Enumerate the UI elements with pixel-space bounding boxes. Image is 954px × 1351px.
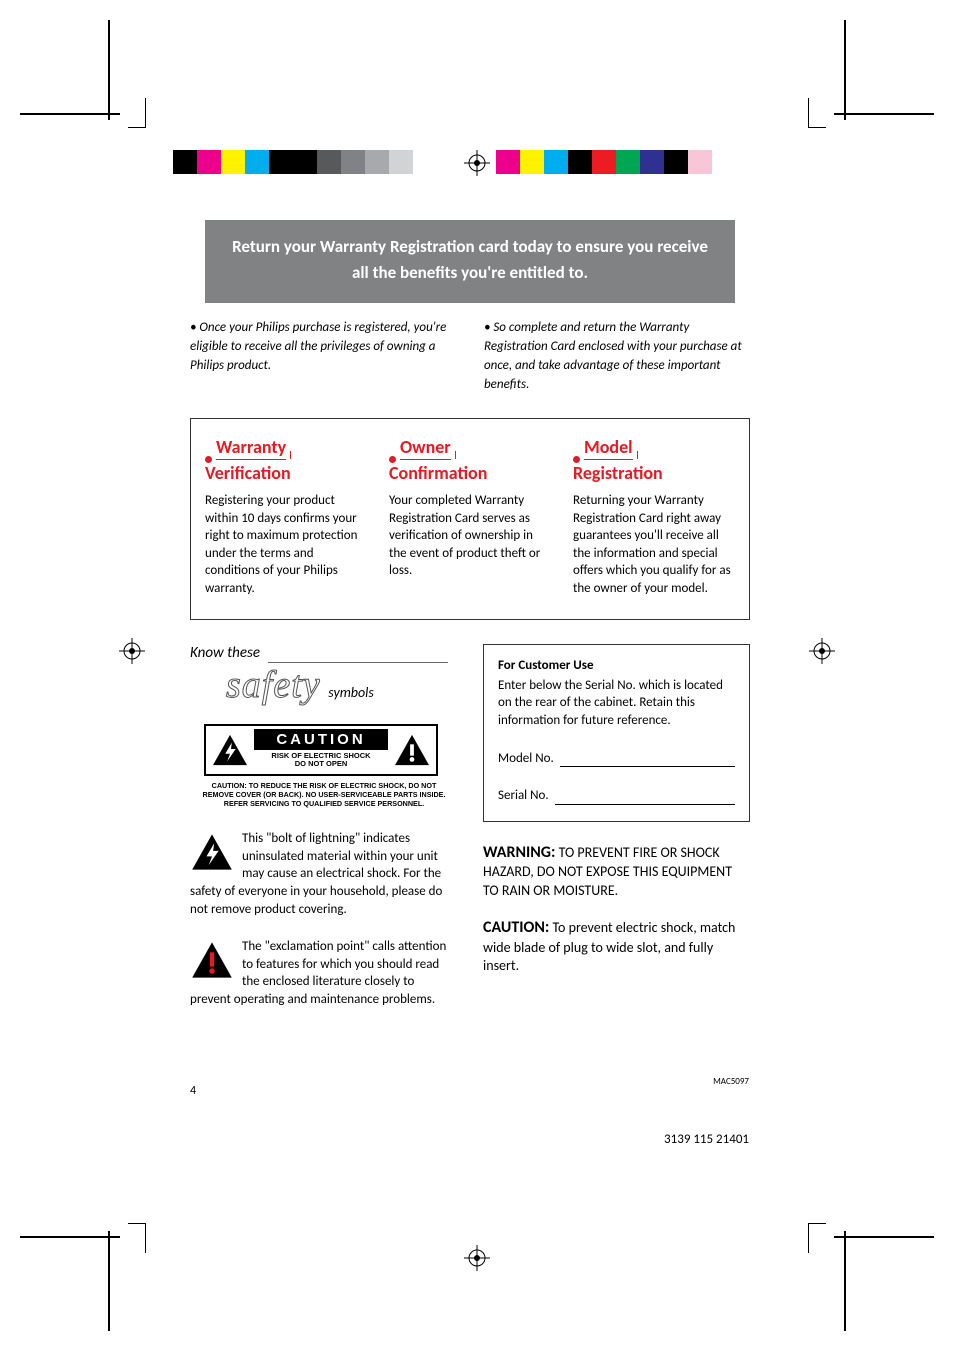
crop-mark-inner xyxy=(808,1223,826,1253)
color-swatch xyxy=(221,150,245,174)
color-swatch xyxy=(568,150,592,174)
benefit-owner: Owner Confirmation Your completed Warran… xyxy=(389,437,551,597)
registration-mark-icon xyxy=(119,638,145,664)
crop-mark-inner xyxy=(128,98,146,128)
crop-mark-inner xyxy=(808,98,826,128)
crop-mark xyxy=(844,1231,846,1331)
bolt-paragraph: This "bolt of lightning" indicates unins… xyxy=(190,830,457,918)
customer-body: Enter below the Serial No. which is loca… xyxy=(498,677,735,730)
caution-subtitle: RISK OF ELECTRIC SHOCKDO NOT OPEN xyxy=(254,750,388,772)
banner: Return your Warranty Registration card t… xyxy=(205,220,735,303)
color-swatch xyxy=(341,150,365,174)
caution-title: CAUTION xyxy=(254,729,388,750)
customer-column: For Customer Use Enter below the Serial … xyxy=(483,644,750,1008)
lower-section: Know these safety symbols CAUTION RISK O… xyxy=(190,644,750,1008)
benefit-body: Registering your product within 10 days … xyxy=(205,492,367,597)
color-swatch xyxy=(365,150,389,174)
crop-mark xyxy=(834,1236,934,1238)
benefit-model: Model Registration Returning your Warran… xyxy=(573,437,735,597)
page-content: Return your Warranty Registration card t… xyxy=(190,220,750,1008)
color-swatch xyxy=(544,150,568,174)
color-swatch xyxy=(616,150,640,174)
crop-mark xyxy=(844,20,846,120)
color-swatch xyxy=(664,150,688,174)
lightning-triangle-icon xyxy=(206,726,254,774)
color-swatch xyxy=(197,150,221,174)
exclamation-triangle-icon xyxy=(190,940,234,980)
intro-row: • Once your Philips purchase is register… xyxy=(190,319,750,394)
crop-mark xyxy=(20,113,120,115)
benefit-body: Your completed Warranty Registration Car… xyxy=(389,492,551,580)
caution-footer: CAUTION: TO REDUCE THE RISK OF ELECTRIC … xyxy=(198,776,450,810)
color-bar-right xyxy=(496,150,736,174)
crop-mark xyxy=(20,1236,120,1238)
benefit-heading: Model Registration xyxy=(573,437,735,484)
safety-column: Know these safety symbols CAUTION RISK O… xyxy=(190,644,457,1008)
color-swatch xyxy=(640,150,664,174)
lightning-triangle-icon xyxy=(190,832,234,872)
customer-use-box: For Customer Use Enter below the Serial … xyxy=(483,644,750,821)
model-no-field[interactable]: Model No. xyxy=(498,750,735,768)
color-swatch xyxy=(413,150,437,174)
warning-block: WARNING: TO PREVENT FIRE OR SHOCK HAZARD… xyxy=(483,842,750,901)
color-swatch xyxy=(712,150,736,174)
exclamation-triangle-icon xyxy=(388,726,436,774)
benefit-heading: Owner Confirmation xyxy=(389,437,551,484)
crop-mark xyxy=(834,113,934,115)
color-swatch xyxy=(592,150,616,174)
crop-mark-inner xyxy=(128,1223,146,1253)
mac-code: MAC5097 xyxy=(713,1076,749,1087)
color-swatch xyxy=(688,150,712,174)
caution-text-block: CAUTION: To prevent electric shock, matc… xyxy=(483,917,750,976)
benefit-body: Returning your Warranty Registration Car… xyxy=(573,492,735,597)
color-swatch xyxy=(245,150,269,174)
customer-heading: For Customer Use xyxy=(498,657,735,675)
intro-left: • Once your Philips purchase is register… xyxy=(190,319,456,394)
serial-no-field[interactable]: Serial No. xyxy=(498,787,735,805)
color-swatch xyxy=(317,150,341,174)
registration-mark-icon xyxy=(464,1245,490,1271)
color-swatch xyxy=(269,150,293,174)
crop-mark xyxy=(108,1231,110,1331)
caution-box: CAUTION RISK OF ELECTRIC SHOCKDO NOT OPE… xyxy=(204,724,438,776)
benefits-box: Warranty Verification Registering your p… xyxy=(190,418,750,620)
intro-right: • So complete and return the Warranty Re… xyxy=(484,319,750,394)
benefit-heading: Warranty Verification xyxy=(205,437,367,484)
safety-heading: safety symbols xyxy=(190,666,457,704)
color-swatch xyxy=(173,150,197,174)
crop-mark xyxy=(108,20,110,120)
know-these-label: Know these xyxy=(190,644,457,662)
exclamation-paragraph: The "exclamation point" calls attention … xyxy=(190,938,457,1008)
registration-mark-icon xyxy=(464,150,490,176)
benefit-warranty: Warranty Verification Registering your p… xyxy=(205,437,367,597)
color-swatch xyxy=(389,150,413,174)
registration-mark-icon xyxy=(809,638,835,664)
page-number: 4 xyxy=(190,1084,196,1098)
doc-code: 3139 115 21401 xyxy=(664,1132,749,1147)
color-swatch xyxy=(293,150,317,174)
color-bar-left xyxy=(173,150,437,174)
color-swatch xyxy=(520,150,544,174)
color-swatch xyxy=(496,150,520,174)
